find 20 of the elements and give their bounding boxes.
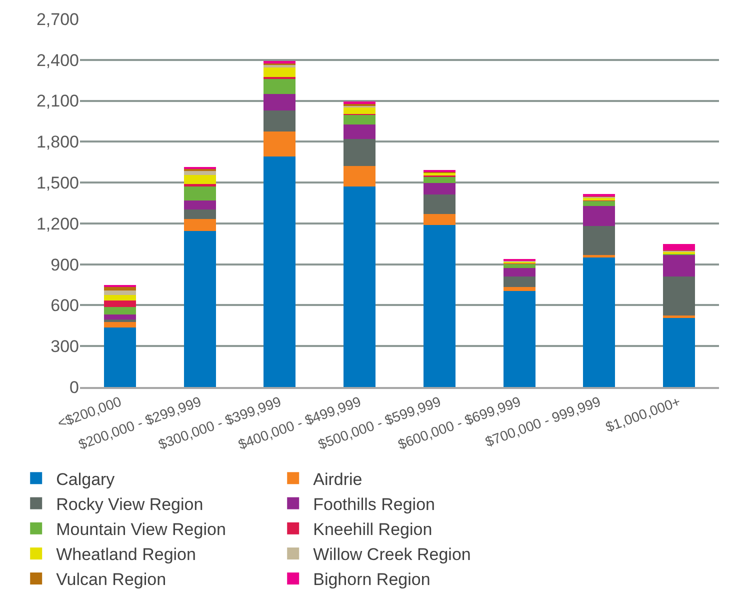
legend-label: Wheatland Region [56,545,196,564]
y-tick-label: 1,500 [36,174,79,193]
y-tick-label: 300 [50,337,79,356]
y-tick-label: 2,700 [36,10,79,29]
legend-label: Airdrie [313,470,362,489]
y-tick-label: 900 [50,255,79,274]
legend-label: Foothills Region [313,494,436,514]
legend-label: Mountain View Region [56,520,226,539]
legend-label: Calgary [56,470,116,489]
y-tick-label: 0 [70,378,79,397]
legend-label: Willow Creek Region [313,545,471,564]
legend-label: Bighorn Region [313,570,430,590]
legend-label: Vulcan Region [56,570,166,590]
y-tick-label: 2,100 [36,92,79,111]
legend-label: Rocky View Region [56,494,204,514]
legend-label: Kneehill Region [313,520,432,539]
y-tick-label: 1,800 [36,132,79,152]
y-tick-label: 2,400 [36,50,79,70]
y-tick-label: 1,200 [36,214,79,234]
y-tick-label: 600 [50,296,79,316]
